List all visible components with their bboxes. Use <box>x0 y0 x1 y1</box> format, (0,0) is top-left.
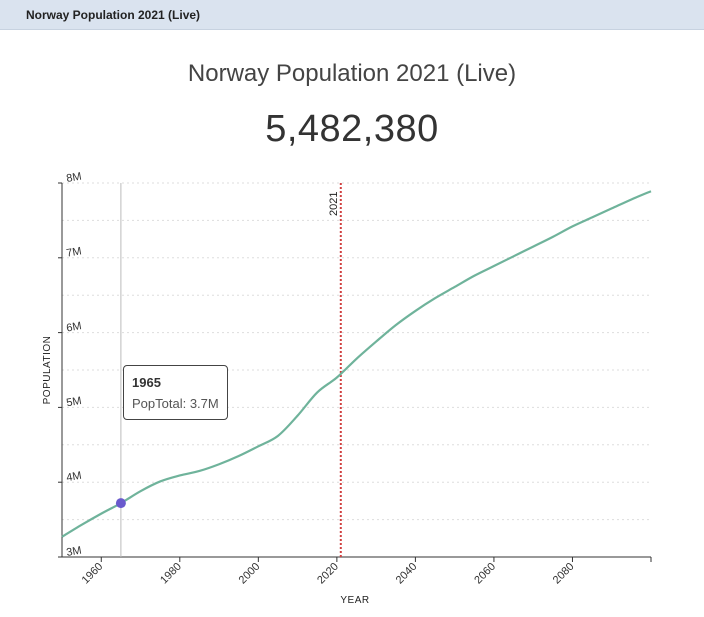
x-tick-label: 2000 <box>237 561 263 587</box>
x-tick-label: 1980 <box>158 561 184 587</box>
year-marker: 2021 <box>120 183 342 557</box>
y-tick-label: 3M <box>65 544 82 558</box>
current-year-label: 2021 <box>328 192 340 216</box>
x-tick-label: 2060 <box>472 561 498 587</box>
x-tick-label: 1960 <box>80 561 106 587</box>
y-tick-label: 4M <box>65 470 82 484</box>
x-axis-title: YEAR <box>340 595 369 606</box>
header-bar: Norway Population 2021 (Live) <box>0 0 704 30</box>
live-population-count: 5,482,380 <box>265 108 439 150</box>
chart-title: Norway Population 2021 (Live) <box>187 60 517 87</box>
tooltip: 1965 PopTotal: 3.7M <box>123 365 228 420</box>
y-axis-title: POPULATION <box>42 336 53 405</box>
y-tick-label: 8M <box>65 170 82 184</box>
y-tick-label: 7M <box>65 245 82 259</box>
header-title: Norway Population 2021 (Live) <box>26 8 201 22</box>
x-tick-label: 2020 <box>315 561 341 587</box>
population-series-line <box>61 190 652 538</box>
y-tick-label: 6M <box>65 320 82 334</box>
grid-lines <box>62 182 651 521</box>
y-tick-label: 5M <box>65 395 82 409</box>
tooltip-value: PopTotal: 3.7M <box>132 396 219 411</box>
x-tick-label: 2040 <box>394 561 420 587</box>
highlight-point <box>115 498 126 509</box>
tooltip-year: 1965 <box>132 375 161 390</box>
series-layer <box>61 190 652 538</box>
x-tick-label: 2080 <box>551 561 577 587</box>
